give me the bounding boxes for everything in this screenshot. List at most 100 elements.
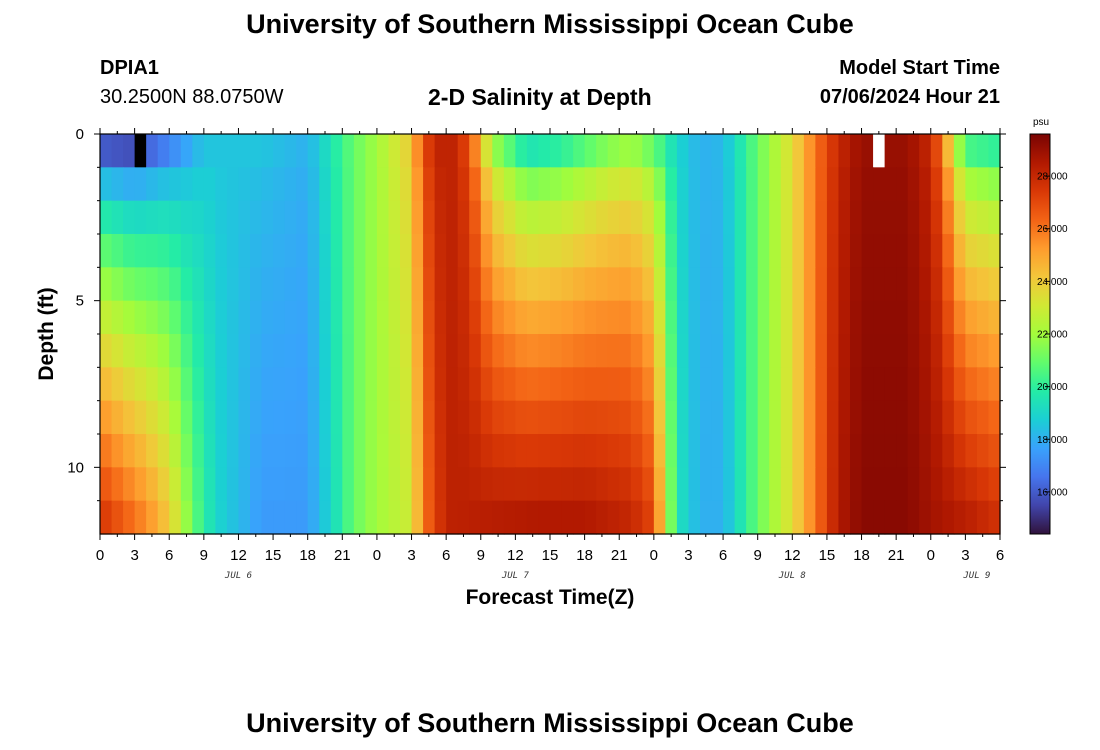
heatmap-cell [965, 234, 978, 268]
heatmap-cell [146, 200, 159, 235]
heatmap-cell [988, 200, 1001, 235]
heatmap-cell [423, 267, 436, 302]
heatmap-cell [446, 434, 459, 468]
heatmap-cell [873, 234, 886, 268]
heatmap-cell [353, 500, 366, 535]
heatmap-cell [838, 434, 851, 468]
heatmap-cell [100, 334, 113, 368]
heatmap-cell [792, 200, 805, 235]
heatmap-cell [653, 300, 666, 335]
heatmap-cell [226, 134, 240, 168]
heatmap-cell [884, 200, 897, 235]
heatmap-cell [884, 500, 897, 535]
heatmap-cell [584, 200, 597, 235]
heatmap-cell [180, 367, 193, 402]
heatmap-cell [757, 334, 770, 368]
heatmap-cell [330, 334, 343, 368]
heatmap-cell [665, 200, 678, 235]
heatmap-cell [215, 400, 228, 435]
heatmap-cell [446, 467, 459, 502]
heatmap-cell [203, 400, 216, 435]
heatmap-cell [976, 400, 990, 435]
heatmap-cell [884, 267, 897, 302]
heatmap-cell [896, 400, 909, 435]
heatmap-cell [457, 167, 470, 202]
heatmap-cell [307, 334, 320, 368]
x-axis: 0 3 6 9 12 15 18 21 0 3 6 9 12 15 18 21 0 3 6 9 12 15 18 21 0 3 6J… [96, 128, 1004, 581]
heatmap-cell [665, 467, 678, 502]
heatmap-cell [953, 400, 966, 435]
heatmap-cell [700, 367, 713, 402]
heatmap-cell [180, 467, 193, 502]
plot-title: 2-D Salinity at Depth [428, 84, 652, 110]
heatmap-cell [780, 200, 793, 235]
heatmap-cell [988, 134, 1001, 168]
heatmap-cell [434, 234, 447, 268]
heatmap-cell [192, 167, 205, 202]
heatmap-cell [434, 467, 447, 502]
heatmap-cell [861, 500, 874, 535]
y-axis-title: Depth (ft) [35, 287, 58, 380]
heatmap-cell [480, 234, 493, 268]
heatmap-cell [711, 434, 724, 468]
heatmap-cell [365, 134, 378, 168]
x-tick-label: 0 [927, 547, 935, 564]
heatmap-cell [273, 267, 286, 302]
heatmap-cell [330, 367, 343, 402]
heatmap-cell [538, 434, 551, 468]
heatmap-cell [815, 267, 828, 302]
heatmap-cell [630, 300, 643, 335]
heatmap-cell [723, 234, 736, 268]
heatmap-cell [584, 367, 597, 402]
heatmap-cell [803, 400, 816, 435]
heatmap-cell [930, 134, 943, 168]
heatmap-cell [930, 334, 943, 368]
heatmap-cell [400, 200, 413, 235]
heatmap-cell [896, 500, 909, 535]
heatmap-cell [388, 300, 401, 335]
heatmap-cell [573, 400, 586, 435]
heatmap-cell [700, 134, 713, 168]
heatmap-cell [976, 234, 990, 268]
heatmap-cell [134, 300, 147, 335]
heatmap-cell [353, 467, 366, 502]
heatmap-cell [746, 334, 759, 368]
heatmap-cell [457, 400, 470, 435]
heatmap-cell [526, 134, 540, 168]
heatmap-cell [192, 367, 205, 402]
heatmap-cell [896, 200, 909, 235]
heatmap-cell [192, 334, 205, 368]
heatmap-cell [203, 234, 216, 268]
heatmap-cell [284, 234, 297, 268]
heatmap-cell [215, 134, 228, 168]
heatmap-cell [353, 367, 366, 402]
heatmap-cell [296, 300, 309, 335]
heatmap-cell [930, 434, 943, 468]
x-axis-title: Forecast Time(Z) [466, 586, 635, 609]
heatmap-cell [411, 500, 424, 535]
heatmap-cell [250, 400, 263, 435]
heatmap-cell [526, 334, 540, 368]
heatmap-cell [734, 267, 747, 302]
heatmap-cell [400, 434, 413, 468]
heatmap-cell [180, 200, 193, 235]
heatmap-cell [700, 467, 713, 502]
heatmap-cell [907, 400, 920, 435]
heatmap-cell [284, 500, 297, 535]
heatmap-cell [676, 300, 690, 335]
heatmap-cell [619, 434, 632, 468]
heatmap-cell [976, 434, 990, 468]
heatmap-cell [665, 300, 678, 335]
heatmap-cell [169, 300, 182, 335]
heatmap-cell [157, 434, 170, 468]
heatmap-cell [111, 367, 124, 402]
heatmap-cell [573, 167, 586, 202]
heatmap-cell [930, 500, 943, 535]
heatmap-cell [157, 500, 170, 535]
heatmap-cell [619, 200, 632, 235]
heatmap-cell [861, 367, 874, 402]
heatmap-cell [492, 467, 505, 502]
heatmap-cell [942, 367, 955, 402]
heatmap-cell [284, 267, 297, 302]
heatmap-cell [792, 367, 805, 402]
